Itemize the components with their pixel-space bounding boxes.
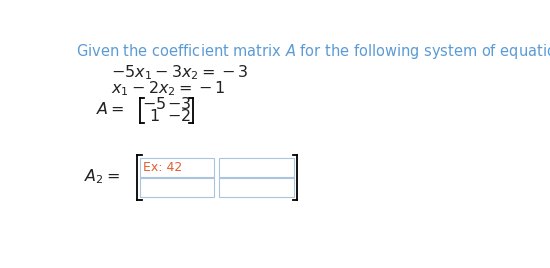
Text: $x_1 - 2x_2 = -1$: $x_1 - 2x_2 = -1$ xyxy=(111,79,226,98)
Text: Given the coefficient matrix $\mathit{A}$ for the following system of equations,: Given the coefficient matrix $\mathit{A}… xyxy=(76,42,550,61)
Text: $1$: $1$ xyxy=(148,107,159,125)
FancyBboxPatch shape xyxy=(140,178,214,197)
Text: $-2$: $-2$ xyxy=(167,107,191,125)
Text: $-5x_1 - 3x_2 = -3$: $-5x_1 - 3x_2 = -3$ xyxy=(111,63,249,82)
FancyBboxPatch shape xyxy=(140,158,214,177)
Text: $-3$: $-3$ xyxy=(167,96,191,113)
Text: Ex: 42: Ex: 42 xyxy=(143,161,183,174)
Text: $A =$: $A =$ xyxy=(96,101,124,118)
FancyBboxPatch shape xyxy=(219,178,294,197)
FancyBboxPatch shape xyxy=(219,158,294,177)
Text: $A_2 =$: $A_2 =$ xyxy=(84,168,120,186)
Text: $-5$: $-5$ xyxy=(142,96,166,113)
